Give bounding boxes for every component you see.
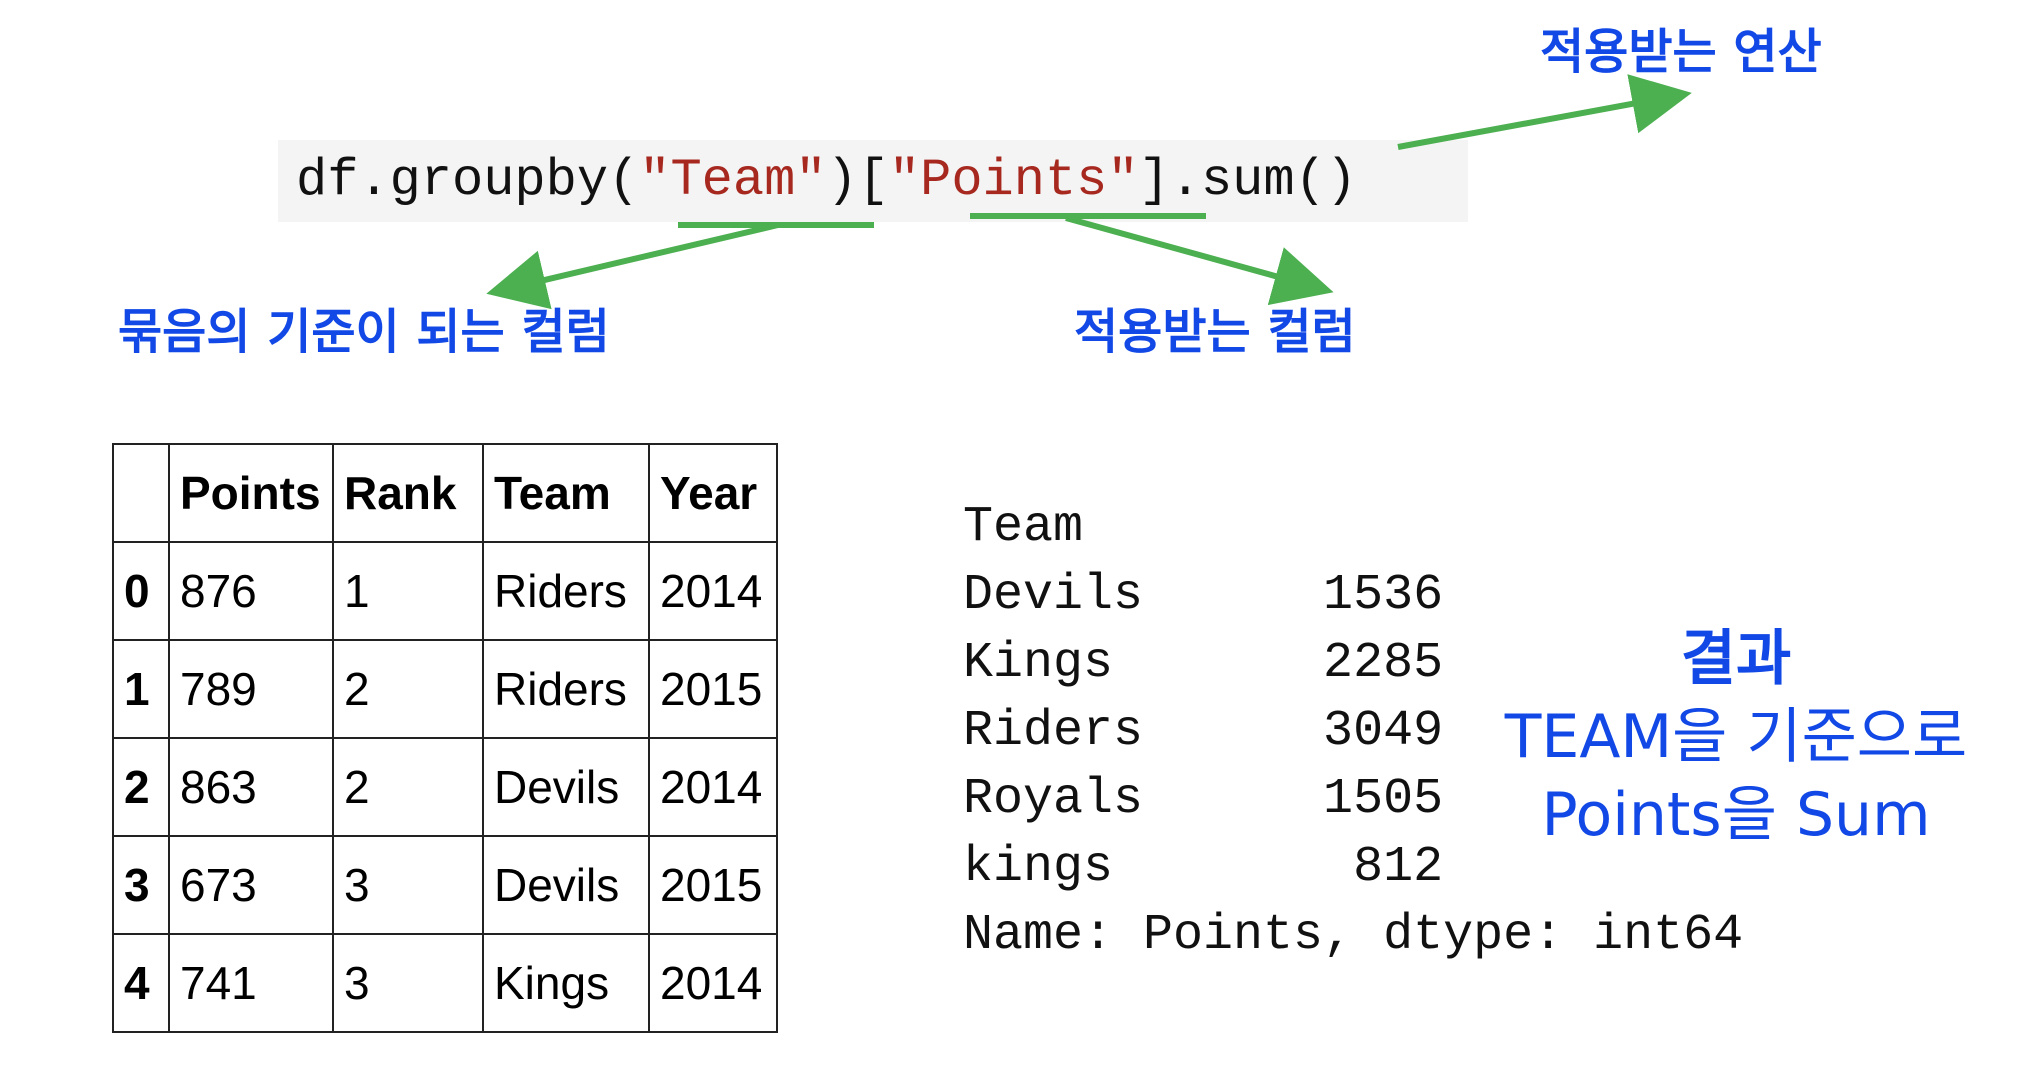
output-line: Kings 2285 [963, 635, 1444, 692]
output-line: Riders 3049 [963, 703, 1444, 760]
applied-column-label: 적용받는 컬럼 [1074, 304, 1356, 360]
dataframe-table: Points Rank Team Year 0 876 1 Riders 201… [112, 443, 778, 1033]
cell-year: 2014 [648, 541, 778, 641]
output-line: Devils 1536 [963, 567, 1444, 624]
code-part-sum: ].sum() [1138, 151, 1357, 210]
cell-team: Devils [482, 737, 650, 837]
cell-points: 789 [168, 639, 334, 739]
cell-year: 2014 [648, 737, 778, 837]
cell-rank: 1 [332, 541, 484, 641]
team-arrow [486, 222, 779, 310]
table-row: 1 789 2 Riders 2015 [112, 639, 778, 739]
cell-points: 673 [168, 835, 334, 935]
sum-arrow [1397, 74, 1692, 150]
row-index: 0 [112, 541, 170, 641]
cell-team: Devils [482, 835, 650, 935]
result-caption: 결과 TEAM을 기준으로 Points을 Sum [1486, 620, 1986, 854]
cell-team: Riders [482, 639, 650, 739]
cell-team: Kings [482, 933, 650, 1033]
groupby-output: Team Devils 1536 Kings 2285 Riders 3049 Roya… [963, 494, 1743, 970]
result-line-team: TEAM을 기준으로 [1504, 702, 1968, 772]
row-index: 2 [112, 737, 170, 837]
cell-points: 863 [168, 737, 334, 837]
cell-year: 2015 [648, 835, 778, 935]
code-column: "Points" [888, 151, 1139, 210]
cell-rank: 2 [332, 639, 484, 739]
cell-year: 2014 [648, 933, 778, 1033]
cell-rank: 3 [332, 933, 484, 1033]
table-header-year: Year [648, 443, 778, 543]
row-index: 3 [112, 835, 170, 935]
cell-points: 741 [168, 933, 334, 1033]
code-line: df.groupby("Team")["Points"].sum() [296, 148, 1357, 214]
code-part-bracket: )[ [826, 151, 889, 210]
table-row: 2 863 2 Devils 2014 [112, 737, 778, 837]
row-index: 1 [112, 639, 170, 739]
applied-operation-label: 적용받는 연산 [1540, 24, 1822, 80]
table-header-rank: Rank [332, 443, 484, 543]
table-row: 3 673 3 Devils 2015 [112, 835, 778, 935]
table-header-row: Points Rank Team Year [112, 443, 778, 543]
output-line: kings 812 [963, 839, 1444, 896]
row-index: 4 [112, 933, 170, 1033]
points-arrow [1065, 215, 1334, 306]
cell-team: Riders [482, 541, 650, 641]
cell-rank: 2 [332, 737, 484, 837]
code-group-key: "Team" [639, 151, 827, 210]
table-header-team: Team [482, 443, 650, 543]
cell-rank: 3 [332, 835, 484, 935]
output-line: Team [963, 499, 1084, 556]
code-part-groupby: df.groupby( [296, 151, 640, 210]
table-header-points: Points [168, 443, 334, 543]
table-row: 4 741 3 Kings 2014 [112, 933, 778, 1033]
code-background [278, 140, 1468, 222]
table-row: 0 876 1 Riders 2014 [112, 541, 778, 641]
group-key-column-label: 묶음의 기준이 되는 컬럼 [118, 304, 610, 360]
output-line: Name: Points, dtype: int64 [963, 907, 1744, 964]
cell-points: 876 [168, 541, 334, 641]
result-line-points: Points을 Sum [1541, 780, 1931, 850]
output-line: Royals 1505 [963, 771, 1444, 828]
result-title: 결과 [1680, 624, 1792, 694]
table-header-index [112, 443, 170, 543]
cell-year: 2015 [648, 639, 778, 739]
